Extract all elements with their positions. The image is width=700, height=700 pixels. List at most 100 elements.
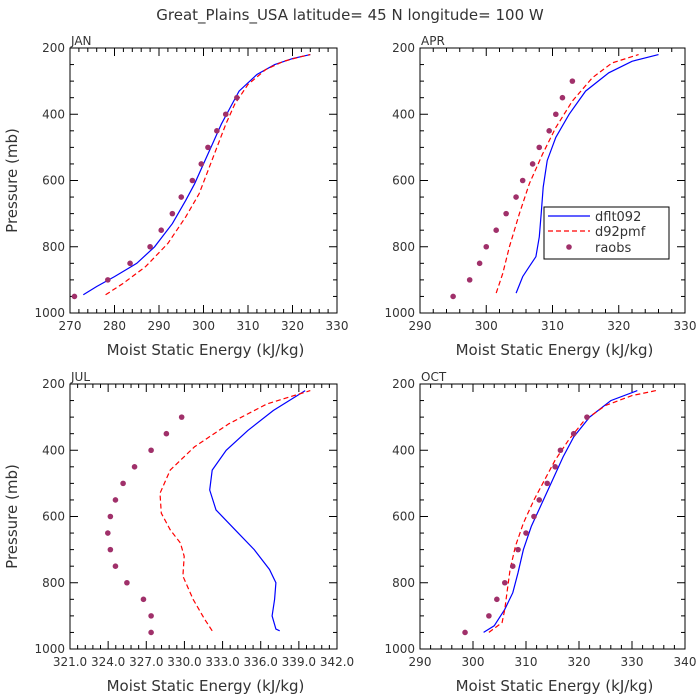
jan-d92pmf-line xyxy=(105,54,311,296)
jan-ytick-label: 200 xyxy=(42,41,65,55)
apr-xtick-label: 300 xyxy=(475,319,498,333)
figure-title: Great_Plains_USA latitude= 45 N longitud… xyxy=(156,6,544,25)
jan-raobs-point xyxy=(189,177,196,184)
apr-panel-label: APR xyxy=(421,34,445,48)
legend-d92pmf-label: d92pmf xyxy=(595,225,646,240)
jul-xtick-label: 333.0 xyxy=(205,655,239,669)
apr-raobs-point xyxy=(513,194,519,200)
jan-xtick-label: 330 xyxy=(326,319,349,333)
jan-dflt092-line xyxy=(82,54,311,296)
jul-ytick-label: 1000 xyxy=(34,642,65,656)
oct-raobs-point xyxy=(544,480,550,487)
apr-raobs-point xyxy=(559,94,566,101)
jan-xtick-label: 310 xyxy=(237,319,260,333)
oct-plot-frame xyxy=(419,383,686,650)
oct-raobs-point xyxy=(486,613,492,619)
jul-d92pmf-line xyxy=(159,390,311,632)
jan-raobs-point xyxy=(169,210,176,217)
oct-raobs-point xyxy=(552,464,558,470)
jan-xaxis-title: Moist Static Energy (kJ/kg) xyxy=(107,341,305,359)
oct-raobs-point xyxy=(515,546,521,553)
jul-ytick-label: 400 xyxy=(42,443,65,457)
jan-xtick-label: 290 xyxy=(148,319,171,333)
jul-raobs-point xyxy=(148,629,154,636)
jul-xtick-label: 324.0 xyxy=(91,655,125,669)
apr-raobs-point xyxy=(529,161,536,167)
jul-xtick-label: 321.0 xyxy=(53,655,87,669)
apr-plot-frame xyxy=(419,47,686,314)
jan-raobs-point xyxy=(147,243,153,250)
jan-raobs-point xyxy=(127,260,133,267)
jul-raobs-point xyxy=(112,497,119,503)
jul-xtick-label: 336.0 xyxy=(244,655,278,669)
jan-panel: JAN 270 280 290 300 310 320 330 200 400 600 800 1000… xyxy=(3,34,348,359)
jan-xtick-label: 320 xyxy=(281,319,304,333)
jan-plot-frame xyxy=(69,47,338,314)
apr-xtick-label: 310 xyxy=(541,319,564,333)
oct-xtick-label: 330 xyxy=(621,655,644,669)
jul-raobs-point xyxy=(163,430,170,437)
legend-raobs-marker xyxy=(566,244,572,250)
apr-raobs-point xyxy=(503,210,509,217)
oct-ytick-label: 200 xyxy=(392,377,415,391)
jul-xtick-label: 327.0 xyxy=(129,655,163,669)
legend-dflt092-label: dflt092 xyxy=(595,210,641,225)
oct-raobs-point xyxy=(557,447,564,454)
apr-raobs-point xyxy=(536,144,543,151)
oct-raobs-point xyxy=(523,530,529,536)
jul-raobs-point xyxy=(107,546,114,553)
apr-raobs-point xyxy=(450,293,456,300)
jul-xtick-label: 330.0 xyxy=(167,655,201,669)
oct-ytick-label: 600 xyxy=(392,510,415,524)
jan-ytick-label: 600 xyxy=(42,174,65,188)
oct-raobs-point xyxy=(502,579,508,586)
apr-raobs-point xyxy=(519,177,526,184)
jan-raobs-point xyxy=(158,227,165,233)
apr-raobs-point xyxy=(466,277,473,283)
jul-raobs-point xyxy=(140,596,147,603)
apr-raobs-point xyxy=(493,227,499,233)
apr-xtick-label: 320 xyxy=(607,319,630,333)
jan-raobs-point xyxy=(198,161,205,167)
oct-xtick-label: 340 xyxy=(674,655,697,669)
legend: dflt092 d92pmf raobs xyxy=(543,206,670,260)
jan-raobs-point xyxy=(222,111,229,118)
apr-ytick-label: 800 xyxy=(392,240,415,254)
oct-dflt092-line xyxy=(483,390,638,633)
oct-d92pmf-line xyxy=(488,390,657,633)
jul-ytick-label: 200 xyxy=(42,377,65,391)
jul-dflt092-line xyxy=(209,390,306,632)
apr-raobs-point xyxy=(546,128,552,134)
jan-xtick-label: 280 xyxy=(103,319,126,333)
jul-xtick-label: 342.0 xyxy=(320,655,354,669)
jul-yaxis-title: Pressure (mb) xyxy=(3,464,21,569)
jan-ytick-label: 1000 xyxy=(34,306,65,320)
jul-raobs-point xyxy=(107,513,114,520)
oct-raobs-point xyxy=(531,513,537,520)
jul-ytick-label: 600 xyxy=(42,510,65,524)
apr-raobs-point xyxy=(483,243,490,250)
oct-ytick-label: 800 xyxy=(392,576,415,590)
apr-d92pmf-line xyxy=(495,54,639,294)
apr-ytick-label: 200 xyxy=(392,41,415,55)
oct-raobs-point xyxy=(584,414,590,420)
jul-xtick-label: 339.0 xyxy=(282,655,316,669)
oct-xtick-label: 310 xyxy=(515,655,538,669)
jan-raobs-point xyxy=(205,144,211,151)
oct-raobs-point xyxy=(509,563,516,569)
jan-raobs-point xyxy=(234,94,240,101)
jan-yaxis-title: Pressure (mb) xyxy=(3,128,21,233)
oct-raobs-point xyxy=(536,497,543,503)
jul-panel-label: JUL xyxy=(70,370,90,384)
jan-panel-label: JAN xyxy=(70,34,92,48)
jan-ytick-label: 800 xyxy=(42,240,65,254)
jan-raobs-point xyxy=(178,194,185,200)
jan-ytick-label: 400 xyxy=(42,107,65,121)
oct-raobs-point xyxy=(570,430,577,437)
jul-raobs-point xyxy=(105,530,111,536)
apr-ytick-label: 1000 xyxy=(384,306,415,320)
jul-panel: JUL 321.0 324.0 327.0 330.0 333.0 336.0 339.0 34… xyxy=(3,370,354,695)
apr-panel: APR 290 300 310 320 330 200 400 600 800 1000 Moist … xyxy=(384,34,696,359)
jul-raobs-point xyxy=(148,447,154,454)
